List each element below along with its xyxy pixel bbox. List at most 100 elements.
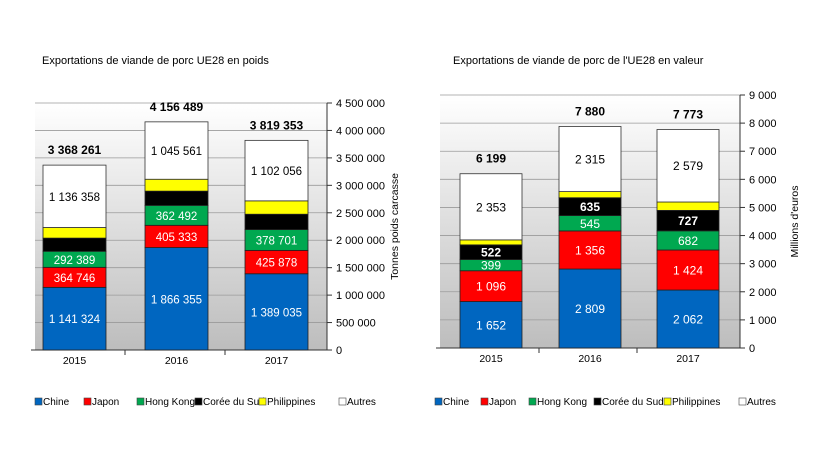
data-label: 362 492: [156, 211, 198, 223]
data-label: 727: [678, 214, 698, 228]
data-label: 292 389: [54, 255, 96, 267]
legend-label: Corée du Sud: [602, 397, 664, 408]
y-tick-label: 1 000 000: [336, 290, 385, 302]
data-label: 1 652: [476, 318, 506, 332]
y-tick-label: 1 500 000: [336, 263, 385, 275]
y-tick-label: 3 000 000: [336, 180, 385, 192]
legend-label: Corée du Sud: [203, 397, 265, 408]
x-tick-label: 2017: [676, 353, 700, 365]
bar-japon-2017: [656, 249, 720, 291]
data-label: 1 096: [476, 280, 506, 294]
bar-autres-2016: [144, 121, 209, 180]
chart-title-weight: Exportations de viande de porc UE28 en p…: [42, 55, 269, 67]
y-tick-label: 9 000: [749, 90, 777, 102]
y-tick-label: 5 000: [749, 202, 777, 214]
bar-philippines-2017: [244, 200, 309, 215]
legend-swatch: [434, 397, 443, 406]
y-axis-label: Tonnes poids carcasse: [389, 173, 401, 280]
y-tick-label: 1 000: [749, 315, 777, 327]
bar-coree-du-sud-2016: [144, 190, 209, 206]
data-label: 1 136 358: [49, 192, 100, 204]
data-label: 378 701: [256, 235, 298, 247]
y-tick-label: 8 000: [749, 118, 777, 130]
total-label: 7 773: [673, 107, 703, 121]
bar-chine-2015: [459, 301, 523, 349]
y-tick-label: 6 000: [749, 174, 777, 186]
legend-label: Chine: [443, 397, 470, 408]
data-label: 1 102 056: [251, 166, 302, 178]
y-tick-label: 2 000: [749, 287, 777, 299]
bar-coree-du-sud-2017: [244, 213, 309, 230]
data-label: 364 746: [54, 273, 96, 285]
bar-japon-2016: [558, 230, 622, 270]
legend-swatch: [528, 397, 537, 406]
legend-label: Philippines: [267, 397, 315, 408]
bar-philippines-2016: [558, 191, 622, 199]
y-tick-label: 2 500 000: [336, 208, 385, 220]
y-tick-label: 4 500 000: [336, 98, 385, 110]
legend-label: Hong Kong: [145, 397, 195, 408]
y-tick-label: 0: [749, 343, 755, 355]
data-label: 405 333: [156, 232, 198, 244]
y-tick-label: 3 000: [749, 259, 777, 271]
legend-label: Chine: [43, 397, 70, 408]
data-label: 635: [580, 200, 600, 214]
total-label: 6 199: [476, 152, 506, 166]
legend-swatch: [194, 397, 203, 406]
total-label: 3 819 353: [250, 118, 304, 132]
data-label: 522: [481, 246, 501, 260]
bar-philippines-2016: [144, 178, 209, 192]
x-tick-label: 2015: [479, 353, 503, 365]
y-axis-label: Millions d'euros: [789, 185, 801, 257]
bar-philippines-2015: [42, 227, 107, 239]
legend-label: Hong Kong: [537, 397, 587, 408]
legend-label: Philippines: [672, 397, 720, 408]
data-label: 2 579: [673, 159, 703, 173]
data-label: 399: [481, 259, 501, 273]
legend-swatch: [258, 397, 267, 406]
y-tick-label: 3 500 000: [336, 153, 385, 165]
data-label: 682: [678, 234, 698, 248]
legend-swatch: [593, 397, 602, 406]
y-tick-label: 4 000: [749, 231, 777, 243]
bar-chine-2015: [42, 286, 107, 351]
data-label: 2 062: [673, 313, 703, 327]
chart-title-value: Exportations de viande de porc de l'UE28…: [453, 55, 704, 67]
legend-swatch: [338, 397, 347, 406]
data-label: 2 315: [575, 153, 605, 167]
data-label: 1 424: [673, 264, 703, 278]
bar-autres-2015: [459, 173, 523, 241]
data-label: 425 878: [256, 258, 298, 270]
y-tick-label: 4 000 000: [336, 125, 385, 137]
bar-chine-2016: [144, 247, 209, 351]
data-label: 1 866 355: [151, 294, 202, 306]
legend-swatch: [663, 397, 672, 406]
x-tick-label: 2015: [63, 355, 87, 367]
data-label: 545: [580, 217, 600, 231]
legend-label: Autres: [747, 397, 776, 408]
bar-autres-2017: [244, 139, 309, 202]
legend-label: Autres: [347, 397, 376, 408]
legend-swatch: [83, 397, 92, 406]
y-tick-label: 2 000 000: [336, 235, 385, 247]
legend-label: Japon: [92, 397, 119, 408]
y-tick-label: 7 000: [749, 146, 777, 158]
bar-coree-du-sud-2015: [42, 237, 107, 252]
x-tick-label: 2017: [265, 355, 289, 367]
bar-philippines-2015: [459, 239, 523, 246]
bar-chine-2017: [656, 289, 720, 349]
total-label: 3 368 261: [48, 143, 102, 157]
y-tick-label: 0: [336, 345, 342, 357]
data-label: 1 045 561: [151, 146, 202, 158]
data-label: 2 353: [476, 200, 506, 214]
data-label: 2 809: [575, 302, 605, 316]
bar-autres-2015: [42, 164, 107, 228]
y-tick-label: 500 000: [336, 318, 376, 330]
data-label: 1 356: [575, 243, 605, 257]
legend-swatch: [136, 397, 145, 406]
legend-swatch: [34, 397, 43, 406]
data-label: 1 141 324: [49, 314, 101, 326]
total-label: 7 880: [575, 104, 605, 118]
legend-label: Japon: [489, 397, 516, 408]
